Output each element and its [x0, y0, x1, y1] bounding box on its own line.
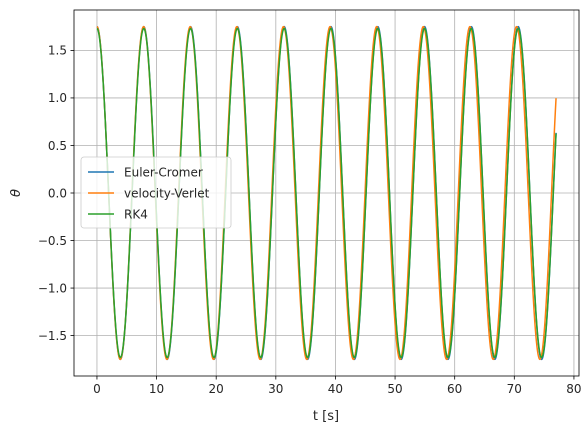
- x-tick-label: 50: [387, 382, 402, 396]
- y-tick-label: 1.0: [48, 91, 67, 105]
- y-tick-label: 0.5: [48, 139, 67, 153]
- x-tick-label: 30: [268, 382, 283, 396]
- series-lines: [96, 25, 557, 361]
- x-tick-label: 0: [93, 382, 101, 396]
- y-tick-label: 1.5: [48, 44, 67, 58]
- legend-box: [80, 156, 232, 229]
- x-axis: 0 10 20 30 40 50 60 70 80: [93, 376, 582, 396]
- y-grid: [74, 50, 579, 336]
- x-tick-label: 10: [149, 382, 164, 396]
- y-tick-label: −0.5: [38, 234, 67, 248]
- legend-label: RK4: [124, 207, 148, 221]
- series-line: [96, 27, 557, 359]
- legend: Euler-Cromer velocity-Verlet RK4: [80, 156, 232, 229]
- y-axis: −1.5 −1.0 −0.5 0.0 0.5 1.0 1.5: [38, 44, 74, 343]
- y-tick-label: −1.0: [38, 281, 67, 295]
- x-tick-label: 60: [447, 382, 462, 396]
- x-axis-label: t [s]: [313, 409, 339, 424]
- y-tick-label: 0.0: [48, 186, 67, 200]
- x-tick-label: 20: [209, 382, 224, 396]
- y-tick-label: −1.5: [38, 329, 67, 343]
- legend-label: Euler-Cromer: [124, 165, 203, 179]
- x-tick-label: 70: [507, 382, 522, 396]
- legend-label: velocity-Verlet: [124, 186, 210, 200]
- x-tick-label: 80: [566, 382, 581, 396]
- y-axis-label: θ: [9, 189, 24, 197]
- x-tick-label: 40: [328, 382, 343, 396]
